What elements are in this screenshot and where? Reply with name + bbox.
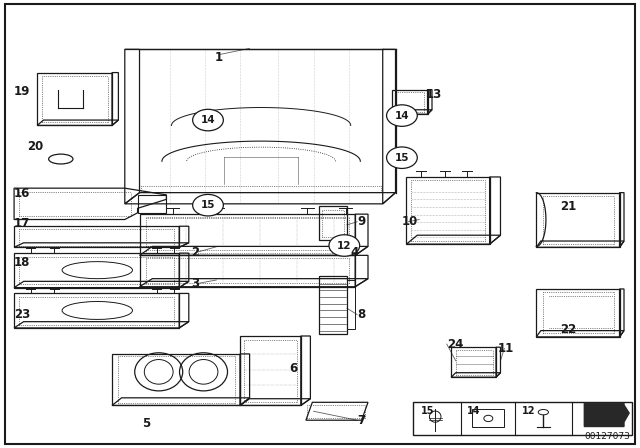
Text: 20: 20 (27, 140, 43, 154)
Text: 15: 15 (395, 153, 409, 163)
Text: 15: 15 (420, 406, 434, 416)
Text: 4: 4 (351, 246, 359, 259)
Text: 5: 5 (142, 417, 150, 430)
Text: 15: 15 (201, 200, 215, 210)
Text: 00127073: 00127073 (584, 432, 630, 441)
Text: 12: 12 (522, 406, 535, 416)
Text: 8: 8 (357, 308, 365, 321)
Text: 1: 1 (214, 51, 223, 64)
Text: 13: 13 (426, 88, 442, 102)
Circle shape (387, 105, 417, 126)
Text: 14: 14 (201, 115, 215, 125)
Text: 3: 3 (191, 277, 199, 290)
Text: 6: 6 (289, 362, 298, 375)
Polygon shape (584, 403, 629, 426)
Bar (472, 409, 504, 427)
Text: 10: 10 (402, 215, 418, 228)
Text: 17: 17 (14, 216, 30, 230)
Text: 9: 9 (357, 215, 365, 228)
Text: 7: 7 (357, 414, 365, 427)
Text: 23: 23 (14, 308, 30, 321)
Text: 14: 14 (467, 406, 481, 416)
Text: 19: 19 (14, 85, 31, 99)
Text: 22: 22 (560, 323, 576, 336)
Circle shape (387, 147, 417, 168)
Text: 2: 2 (191, 246, 199, 259)
Text: 12: 12 (337, 241, 351, 250)
Text: 16: 16 (14, 187, 31, 200)
Text: 21: 21 (560, 200, 576, 214)
Bar (413, 402, 632, 435)
Text: 11: 11 (498, 342, 514, 355)
Circle shape (193, 194, 223, 216)
Text: 14: 14 (395, 111, 409, 121)
Text: 18: 18 (14, 255, 31, 269)
Circle shape (329, 235, 360, 256)
Circle shape (193, 109, 223, 131)
Text: 24: 24 (447, 337, 463, 351)
